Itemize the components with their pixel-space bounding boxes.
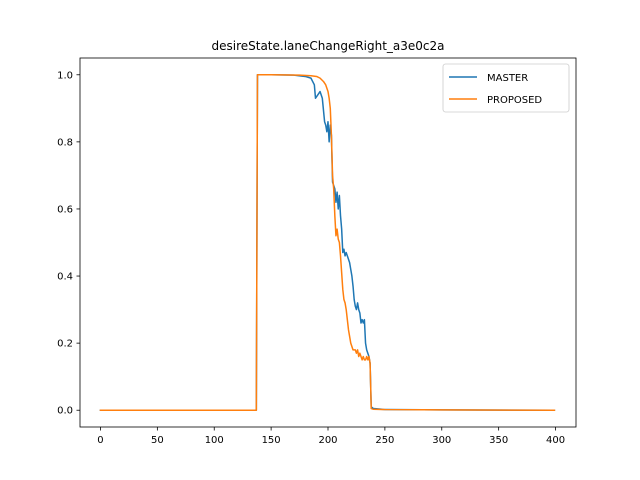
x-tick-label: 50 xyxy=(151,435,164,446)
series-layer xyxy=(99,74,556,411)
y-tick-label: 1.0 xyxy=(57,70,73,81)
legend: MASTER PROPOSED xyxy=(442,63,570,113)
chart-title: desireState.laneChangeRight_a3e0c2a xyxy=(211,39,444,53)
x-tick-label: 350 xyxy=(489,435,508,446)
x-axis: 0 50 100 150 200 250 300 350 400 xyxy=(97,427,565,446)
y-tick-label: 0.0 xyxy=(57,406,73,417)
x-tick-label: 400 xyxy=(546,435,565,446)
x-tick-label: 0 xyxy=(97,435,103,446)
plot-area xyxy=(80,58,576,427)
x-tick-label: 100 xyxy=(205,435,224,446)
legend-label-master: MASTER xyxy=(487,73,528,84)
y-tick-label: 0.4 xyxy=(57,272,73,283)
x-tick-label: 300 xyxy=(432,435,451,446)
series-line-master xyxy=(99,74,556,411)
legend-box xyxy=(442,63,570,113)
series-line-proposed xyxy=(99,74,556,411)
legend-label-proposed: PROPOSED xyxy=(487,95,542,106)
x-tick-label: 250 xyxy=(375,435,394,446)
y-axis: 0.0 0.2 0.4 0.6 0.8 1.0 xyxy=(57,70,80,417)
y-tick-label: 0.8 xyxy=(57,137,73,148)
x-tick-label: 200 xyxy=(318,435,337,446)
y-tick-label: 0.2 xyxy=(57,339,73,350)
x-tick-label: 150 xyxy=(262,435,281,446)
y-tick-label: 0.6 xyxy=(57,204,73,215)
